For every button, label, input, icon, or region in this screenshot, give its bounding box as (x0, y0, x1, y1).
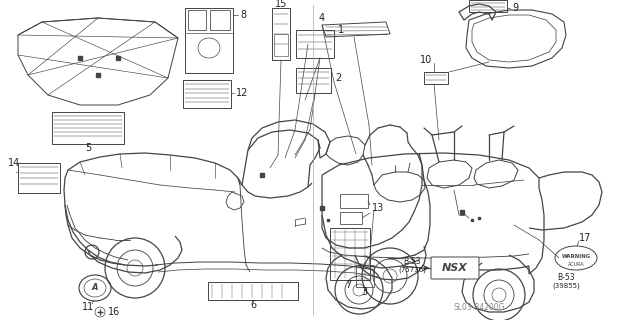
Text: 10: 10 (420, 55, 432, 65)
Text: ACURA: ACURA (568, 261, 584, 267)
Text: 16: 16 (108, 307, 120, 317)
Bar (185, 8, 233, 73)
Bar (210, 10, 230, 30)
Text: (75736): (75736) (398, 267, 426, 273)
Bar (424, 72, 448, 84)
Bar (52, 112, 124, 144)
Bar (296, 68, 331, 93)
Text: SL03-84200G: SL03-84200G (453, 302, 505, 311)
Text: 11: 11 (82, 302, 94, 312)
Bar (274, 34, 288, 56)
Bar (340, 212, 362, 224)
Text: 5: 5 (85, 143, 91, 153)
Text: 17: 17 (579, 233, 592, 243)
Bar (183, 80, 231, 108)
Text: 6: 6 (250, 300, 256, 310)
Text: 13: 13 (372, 203, 384, 213)
Text: 8: 8 (240, 10, 246, 20)
Text: A: A (92, 284, 98, 292)
Bar (188, 10, 206, 30)
Text: NSX: NSX (442, 263, 468, 273)
Text: B-53: B-53 (557, 274, 575, 283)
Text: 9: 9 (512, 3, 518, 13)
Text: 7: 7 (345, 280, 351, 290)
Bar (356, 265, 374, 287)
Bar (330, 228, 370, 280)
Text: 1: 1 (338, 25, 344, 35)
Bar (469, 0, 507, 12)
Bar (208, 282, 298, 300)
Text: 2: 2 (335, 73, 341, 83)
Text: (39855): (39855) (552, 283, 580, 289)
FancyBboxPatch shape (431, 257, 479, 279)
Bar (296, 30, 334, 58)
Text: WARNING: WARNING (561, 253, 590, 259)
Text: 3: 3 (361, 287, 367, 297)
Bar (272, 8, 290, 60)
Text: B-53: B-53 (403, 258, 421, 267)
Bar (340, 194, 368, 208)
Text: 4: 4 (319, 13, 325, 23)
Bar (18, 163, 60, 193)
Text: 12: 12 (236, 88, 249, 98)
Text: 14: 14 (8, 158, 20, 168)
Text: 15: 15 (275, 0, 287, 9)
